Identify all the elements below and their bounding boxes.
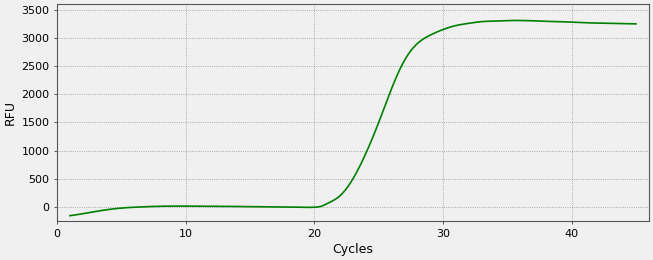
Y-axis label: RFU: RFU (4, 100, 17, 125)
X-axis label: Cycles: Cycles (332, 243, 374, 256)
